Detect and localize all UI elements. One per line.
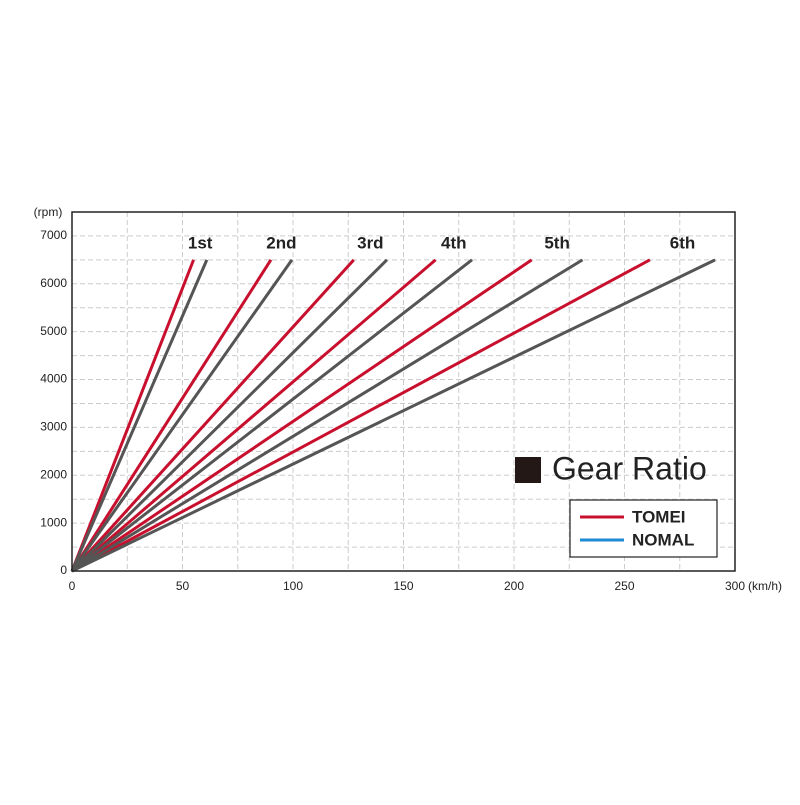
- gear-line: [71, 258, 716, 573]
- y-tick-label: 4000: [40, 372, 67, 386]
- y-tick-label: 0: [60, 563, 67, 577]
- gear-line: [71, 258, 651, 573]
- y-tick-label: 1000: [40, 515, 67, 529]
- y-tick-label: 7000: [40, 228, 67, 242]
- legend-label: TOMEI: [632, 507, 686, 526]
- gear-line: [71, 258, 584, 573]
- x-tick-label: 50: [176, 579, 190, 593]
- x-tick-label: 150: [393, 579, 413, 593]
- gear-line: [71, 258, 437, 573]
- gear-label: 2nd: [266, 233, 296, 252]
- gear-label: 1st: [188, 233, 213, 252]
- x-tick-label: 300: [725, 579, 745, 593]
- gear-line: [70, 259, 273, 572]
- x-tick-label: 200: [504, 579, 524, 593]
- gear-label: 3rd: [357, 233, 383, 252]
- gear-label: 5th: [544, 233, 570, 252]
- gear-line: [71, 258, 533, 573]
- y-tick-label: 2000: [40, 467, 67, 481]
- gear-label: 4th: [441, 233, 467, 252]
- x-tick-label: 100: [283, 579, 303, 593]
- legend-square: [515, 457, 541, 483]
- legend-label: NOMAL: [632, 530, 694, 549]
- gear-line: [70, 258, 388, 573]
- gear-label: 6th: [670, 233, 696, 252]
- gear-line: [70, 259, 209, 572]
- x-axis-label: (km/h): [748, 579, 782, 593]
- y-tick-label: 5000: [40, 324, 67, 338]
- gear-line: [70, 259, 294, 572]
- y-axis-label: (rpm): [34, 205, 63, 219]
- y-tick-label: 3000: [40, 420, 67, 434]
- y-tick-label: 6000: [40, 276, 67, 290]
- gear-line: [70, 259, 195, 572]
- legend-title: Gear Ratio: [552, 450, 707, 486]
- plot-frame: [71, 211, 736, 572]
- x-tick-label: 250: [614, 579, 634, 593]
- gear-line: [71, 258, 473, 573]
- legend-box: [569, 499, 718, 558]
- x-tick-label: 0: [69, 579, 76, 593]
- gear-line: [70, 258, 355, 573]
